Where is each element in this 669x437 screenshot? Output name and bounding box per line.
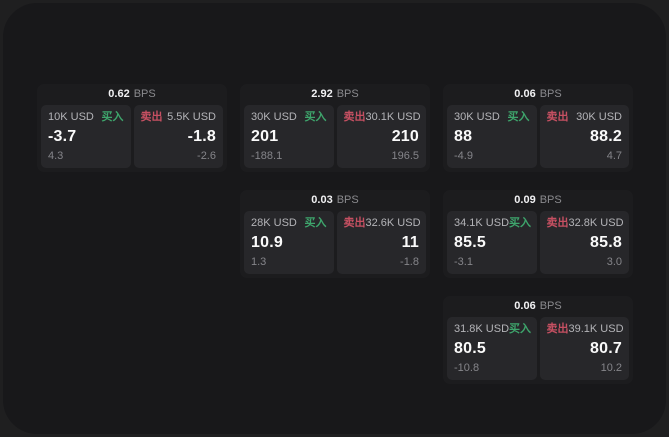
sell-price-value: -1.8 xyxy=(187,128,216,146)
bps-unit-label: BPS xyxy=(539,194,562,206)
buy-size-label: 10K USD xyxy=(48,111,94,123)
sell-side-label: 卖出 xyxy=(343,111,366,123)
buy-side-label: 买入 xyxy=(509,323,532,335)
bps-header: 0.62 BPS xyxy=(37,84,227,105)
bps-unit-label: BPS xyxy=(336,88,359,100)
buy-price-value: 80.5 xyxy=(454,340,486,358)
bps-header: 0.09 BPS xyxy=(443,190,633,211)
bps-unit-label: BPS xyxy=(133,88,156,100)
buy-price-value: 10.9 xyxy=(251,234,283,252)
sell-change-value: -2.6 xyxy=(197,150,216,162)
bps-header: 0.06 BPS xyxy=(443,296,633,317)
buy-size-label: 28K USD xyxy=(251,217,297,229)
sell-side-label: 卖出 xyxy=(546,111,569,123)
sell-size-label: 30K USD xyxy=(576,111,622,123)
sell-change-value: 196.5 xyxy=(391,150,419,162)
buy-side-label: 买入 xyxy=(509,217,532,229)
bps-value: 0.06 xyxy=(514,88,536,100)
buy-cell[interactable]: 28K USD 买入 10.9 1.3 xyxy=(244,211,334,274)
buy-change-value: -3.1 xyxy=(454,256,473,268)
sell-side-label: 卖出 xyxy=(343,217,366,229)
bps-value: 0.06 xyxy=(514,300,536,312)
sell-price-value: 11 xyxy=(401,234,419,252)
quote-cells: 31.8K USD 买入 80.5 -10.8 卖出 39.1K USD 80.… xyxy=(443,317,633,384)
sell-side-label: 卖出 xyxy=(140,111,163,123)
buy-cell[interactable]: 34.1K USD 买入 85.5 -3.1 xyxy=(447,211,537,274)
buy-size-label: 30K USD xyxy=(251,111,297,123)
quote-cells: 30K USD 买入 201 -188.1 卖出 30.1K USD 210 1… xyxy=(240,105,430,172)
quote-card: 0.62 BPS 10K USD 买入 -3.7 4.3 卖出 5.5K USD xyxy=(37,84,227,172)
sell-size-label: 5.5K USD xyxy=(167,111,216,123)
buy-change-value: -188.1 xyxy=(251,150,283,162)
buy-change-value: 1.3 xyxy=(251,256,267,268)
sell-change-value: 10.2 xyxy=(600,362,622,374)
sell-size-label: 32.6K USD xyxy=(365,217,421,229)
buy-size-label: 31.8K USD xyxy=(454,323,510,335)
bps-header: 0.03 BPS xyxy=(240,190,430,211)
sell-cell[interactable]: 卖出 39.1K USD 80.7 10.2 xyxy=(539,317,629,380)
quote-cells: 10K USD 买入 -3.7 4.3 卖出 5.5K USD -1.8 -2.… xyxy=(37,105,227,172)
quotes-grid: 0.62 BPS 10K USD 买入 -3.7 4.3 卖出 5.5K USD xyxy=(37,84,633,384)
bps-value: 0.09 xyxy=(514,194,536,206)
buy-cell[interactable]: 31.8K USD 买入 80.5 -10.8 xyxy=(447,317,537,380)
sell-size-label: 30.1K USD xyxy=(365,111,421,123)
buy-cell[interactable]: 10K USD 买入 -3.7 4.3 xyxy=(41,105,131,168)
bps-unit-label: BPS xyxy=(539,300,562,312)
quote-cells: 34.1K USD 买入 85.5 -3.1 卖出 32.8K USD 85.8… xyxy=(443,211,633,278)
buy-change-value: -4.9 xyxy=(454,150,473,162)
buy-cell[interactable]: 30K USD 买入 201 -188.1 xyxy=(244,105,334,168)
buy-change-value: 4.3 xyxy=(48,150,64,162)
quote-card: 0.06 BPS 30K USD 买入 88 -4.9 卖出 30K USD xyxy=(443,84,633,172)
sell-price-value: 85.8 xyxy=(590,234,622,252)
sell-cell[interactable]: 卖出 5.5K USD -1.8 -2.6 xyxy=(133,105,223,168)
buy-size-label: 30K USD xyxy=(454,111,500,123)
sell-change-value: 4.7 xyxy=(606,150,622,162)
buy-side-label: 买入 xyxy=(304,111,327,123)
quote-card: 0.06 BPS 31.8K USD 买入 80.5 -10.8 卖出 39.1… xyxy=(443,296,633,384)
buy-side-label: 买入 xyxy=(101,111,124,123)
quote-card: 2.92 BPS 30K USD 买入 201 -188.1 卖出 30.1K … xyxy=(240,84,430,172)
bps-value: 0.03 xyxy=(311,194,333,206)
sell-side-label: 卖出 xyxy=(546,323,569,335)
buy-price-value: -3.7 xyxy=(48,128,77,146)
sell-cell[interactable]: 卖出 30.1K USD 210 196.5 xyxy=(336,105,426,168)
buy-price-value: 88 xyxy=(454,128,473,146)
sell-cell[interactable]: 卖出 30K USD 88.2 4.7 xyxy=(539,105,629,168)
sell-price-value: 210 xyxy=(391,128,419,146)
buy-cell[interactable]: 30K USD 买入 88 -4.9 xyxy=(447,105,537,168)
sell-cell[interactable]: 卖出 32.6K USD 11 -1.8 xyxy=(336,211,426,274)
quote-card: 0.09 BPS 34.1K USD 买入 85.5 -3.1 卖出 32.8K… xyxy=(443,190,633,278)
sell-size-label: 39.1K USD xyxy=(568,323,624,335)
buy-price-value: 85.5 xyxy=(454,234,486,252)
bps-header: 0.06 BPS xyxy=(443,84,633,105)
bps-unit-label: BPS xyxy=(336,194,359,206)
bps-value: 2.92 xyxy=(311,88,333,100)
sell-cell[interactable]: 卖出 32.8K USD 85.8 3.0 xyxy=(539,211,629,274)
bps-unit-label: BPS xyxy=(539,88,562,100)
buy-price-value: 201 xyxy=(251,128,279,146)
buy-side-label: 买入 xyxy=(507,111,530,123)
sell-side-label: 卖出 xyxy=(546,217,569,229)
quote-card: 0.03 BPS 28K USD 买入 10.9 1.3 卖出 32.6K US… xyxy=(240,190,430,278)
main-panel: 0.62 BPS 10K USD 买入 -3.7 4.3 卖出 5.5K USD xyxy=(3,3,666,434)
sell-price-value: 88.2 xyxy=(590,128,622,146)
buy-size-label: 34.1K USD xyxy=(454,217,510,229)
buy-side-label: 买入 xyxy=(304,217,327,229)
sell-price-value: 80.7 xyxy=(590,340,622,358)
sell-change-value: 3.0 xyxy=(606,256,622,268)
bps-value: 0.62 xyxy=(108,88,130,100)
quote-cells: 30K USD 买入 88 -4.9 卖出 30K USD 88.2 4.7 xyxy=(443,105,633,172)
bps-header: 2.92 BPS xyxy=(240,84,430,105)
sell-change-value: -1.8 xyxy=(400,256,419,268)
sell-size-label: 32.8K USD xyxy=(568,217,624,229)
quote-cells: 28K USD 买入 10.9 1.3 卖出 32.6K USD 11 -1.8 xyxy=(240,211,430,278)
buy-change-value: -10.8 xyxy=(454,362,480,374)
